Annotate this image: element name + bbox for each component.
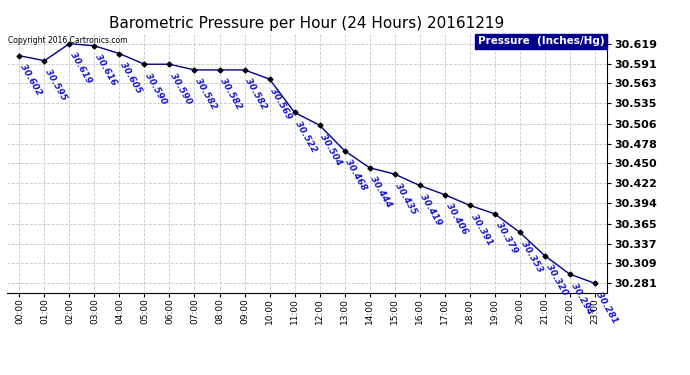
Text: 30.582: 30.582	[244, 77, 269, 111]
Text: 30.590: 30.590	[168, 71, 194, 106]
Text: 30.419: 30.419	[419, 192, 444, 227]
Text: 30.569: 30.569	[268, 86, 294, 120]
Text: 30.590: 30.590	[144, 71, 169, 106]
Text: 30.379: 30.379	[494, 221, 519, 255]
Text: 30.406: 30.406	[444, 202, 469, 236]
Text: Pressure  (Inches/Hg): Pressure (Inches/Hg)	[477, 36, 604, 46]
Text: 30.595: 30.595	[43, 68, 69, 102]
Text: 30.444: 30.444	[368, 175, 394, 209]
Title: Barometric Pressure per Hour (24 Hours) 20161219: Barometric Pressure per Hour (24 Hours) …	[110, 16, 504, 31]
Text: 30.602: 30.602	[19, 63, 43, 97]
Text: 30.281: 30.281	[594, 290, 619, 325]
Text: 30.391: 30.391	[469, 212, 494, 247]
Text: 30.582: 30.582	[194, 77, 219, 111]
Text: 30.435: 30.435	[394, 181, 419, 216]
Text: 30.468: 30.468	[344, 158, 369, 192]
Text: 30.619: 30.619	[68, 51, 94, 85]
Text: 30.522: 30.522	[294, 119, 319, 154]
Text: 30.605: 30.605	[119, 60, 144, 95]
Text: 30.582: 30.582	[219, 77, 244, 111]
Text: 30.504: 30.504	[319, 132, 344, 166]
Text: 30.294: 30.294	[569, 281, 594, 315]
Text: 30.320: 30.320	[544, 262, 569, 297]
Text: 30.616: 30.616	[94, 53, 119, 87]
Text: 30.353: 30.353	[519, 239, 544, 274]
Text: Copyright 2016 Cartronics.com: Copyright 2016 Cartronics.com	[8, 36, 128, 45]
